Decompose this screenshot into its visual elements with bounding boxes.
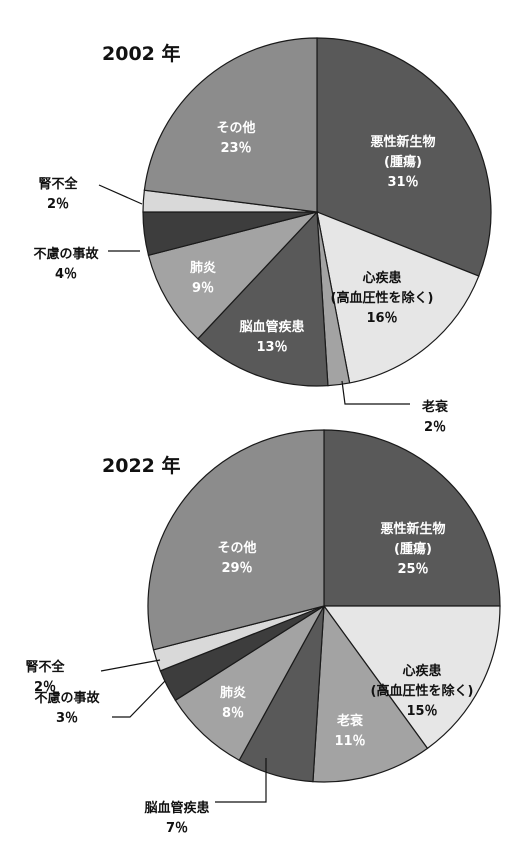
slice-name-label: (高血圧性を除く) [371, 683, 474, 699]
slice-labels-2022: 悪性新生物 (腫瘍) 25％ 心疾患 (高血圧性を除く) 15％ 老衰 11％ 脳血管疾患 7％ 肺… [25, 521, 473, 836]
slice-name-label: 脳血管疾患 [144, 800, 209, 816]
leader-line [215, 758, 267, 803]
slice-name-label: 心疾患 [362, 270, 401, 286]
pie-slice [197, 210, 329, 387]
slice-name-label: 腎不全 [25, 659, 65, 675]
pie-slice [174, 605, 325, 762]
slice-value-label: 9％ [192, 281, 214, 296]
slice-name-label: 不慮の事故 [34, 690, 100, 706]
pie-slice [322, 605, 501, 750]
slice-value-label: 16％ [366, 311, 397, 326]
slice-name-label: 悪性新生物 [370, 134, 435, 150]
slice-name-label: 老衰 [421, 399, 449, 415]
leader-lines-2022 [100, 659, 267, 803]
slice-name-label: (腫瘍) [384, 154, 422, 170]
pie-slice [143, 37, 318, 213]
slice-name-label: (腫瘍) [394, 541, 432, 557]
slice-value-label: 3％ [56, 711, 78, 726]
slice-value-label: 31％ [387, 175, 418, 190]
slice-name-label: 肺炎 [190, 260, 216, 276]
slice-name-label: その他 [217, 540, 256, 556]
slice-name-label: 脳血管疾患 [239, 319, 304, 335]
pie-slice [316, 37, 492, 277]
slice-value-label: 2％ [34, 680, 56, 695]
slice-value-label: 23％ [220, 141, 251, 156]
pie-chart-2002: 2002 年 悪性新生物 (腫瘍) 31％ 心疾患 (高血圧性を除く) 16％ 老衰 2％ 脳血… [33, 37, 492, 435]
pie-slices-2002 [142, 37, 492, 387]
slice-name-label: 肺炎 [220, 685, 246, 701]
slice-name-label: (高血圧性を除く) [331, 290, 434, 306]
pie-chart-2022: 2022 年 悪性新生物 (腫瘍) 25％ 心疾患 (高血圧性を除く) 15％ 老衰 11％ 脳… [25, 429, 501, 836]
slice-value-label: 29％ [221, 561, 252, 576]
slice-name-label: その他 [216, 120, 255, 136]
leader-lines-2002 [98, 184, 410, 405]
pie-slice [312, 604, 429, 783]
slice-value-label: 11％ [334, 734, 365, 749]
slice-value-label: 2％ [47, 197, 69, 212]
pie-slices-2022 [147, 429, 501, 783]
leader-line [100, 659, 161, 672]
pie-slice [323, 429, 501, 607]
leader-line [112, 680, 166, 718]
slice-value-label: 13％ [256, 340, 287, 355]
slice-value-label: 2％ [424, 420, 446, 435]
slice-labels-2002: 悪性新生物 (腫瘍) 31％ 心疾患 (高血圧性を除く) 16％ 老衰 2％ 脳血管疾患 13％ 肺… [33, 120, 449, 435]
slice-value-label: 7％ [166, 821, 188, 836]
pie-slice [316, 211, 480, 384]
leader-line [341, 380, 410, 405]
chart-title-2002: 2002 年 [102, 42, 181, 65]
slice-value-label: 25％ [397, 562, 428, 577]
pie-slice [147, 210, 319, 340]
slice-name-label: 老衰 [336, 713, 364, 729]
leader-line [98, 184, 143, 205]
chart-title-2022: 2022 年 [102, 454, 181, 477]
slice-name-label: 腎不全 [38, 176, 78, 192]
slice-name-label: 心疾患 [402, 663, 441, 679]
slice-name-label: 不慮の事故 [33, 246, 99, 262]
slice-value-label: 4％ [55, 267, 77, 282]
pie-slice [147, 429, 325, 651]
slice-value-label: 8％ [222, 706, 244, 721]
slice-value-label: 15％ [406, 704, 437, 719]
slice-name-label: 悪性新生物 [380, 521, 445, 537]
